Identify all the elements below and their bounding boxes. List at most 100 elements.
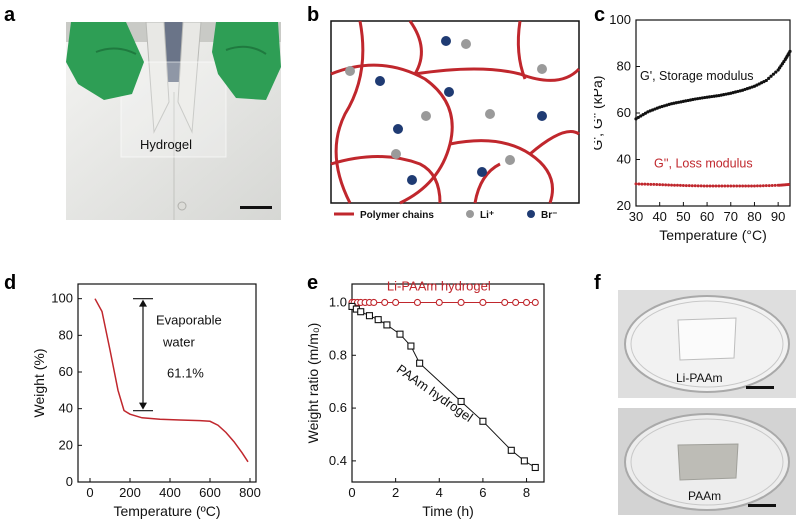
storage-modulus-point [707, 95, 712, 99]
paam-point [374, 316, 382, 324]
loss-modulus-point [773, 183, 777, 187]
panel-label-f: f [594, 272, 601, 294]
loss-modulus-point [720, 184, 724, 188]
li-ions [345, 39, 547, 165]
annotation-evaporable: Evaporable [156, 312, 222, 327]
paam-point [531, 463, 539, 472]
loss-modulus-point [696, 184, 700, 188]
storage-modulus-point [755, 83, 759, 87]
y-tick-label: 0.6 [329, 400, 347, 415]
panel-label-c: c [594, 4, 606, 26]
y-tick-label: 1.0 [329, 294, 347, 309]
storage-modulus-point [726, 92, 730, 96]
storage-modulus-point [710, 94, 714, 99]
x-tick-label: 70 [724, 209, 738, 224]
paam-point [396, 330, 404, 338]
storage-modulus-point [788, 49, 792, 53]
loss-modulus-point [708, 184, 712, 188]
paam-point [383, 321, 391, 329]
storage-modulus-point [674, 101, 678, 105]
x-tick-label: 80 [747, 209, 761, 224]
li-paam-point [370, 298, 378, 307]
loss-modulus-point [723, 184, 727, 188]
panel-f-photos: Li-PAAm PAAm [618, 290, 796, 515]
x-tick-label: 0 [86, 485, 93, 500]
storage-modulus-point [681, 99, 685, 103]
panel-label-d: d [4, 272, 17, 294]
loss-modulus-point [758, 184, 762, 188]
loss-modulus-point [658, 183, 662, 187]
scale-bar-bottom [748, 504, 776, 507]
loss-modulus-point [767, 184, 771, 188]
loss-modulus-point [729, 184, 733, 188]
storage-modulus-point [719, 93, 723, 97]
storage-modulus-point [705, 95, 709, 99]
legend-li: Li⁺ [480, 210, 494, 221]
storage-modulus-point [717, 93, 721, 98]
paam-series-label: PAAm hydrogel [394, 361, 476, 425]
paam-point [457, 397, 465, 406]
loss-modulus-point [726, 184, 730, 188]
x-tick-label: 30 [629, 209, 643, 224]
storage-modulus-point [677, 100, 681, 104]
storage-modulus-point [686, 98, 690, 103]
paam-point [479, 417, 487, 425]
y-tick-label: 100 [609, 12, 631, 27]
loss-modulus-point [670, 183, 674, 187]
schematic-legend: Polymer chains Li⁺ Br⁻ [334, 210, 557, 221]
polymer-chain-network [330, 20, 581, 205]
arrow-head-down [139, 402, 147, 410]
right-glove [212, 22, 281, 100]
li-paam-point [522, 298, 531, 307]
x-tick-label: 0 [348, 485, 355, 500]
annotation-value: 61.1% [167, 366, 204, 381]
plot-frame [635, 19, 791, 207]
loss-modulus-point [661, 183, 665, 187]
storage-modulus-point [634, 117, 638, 121]
loss-modulus-point [747, 184, 751, 188]
storage-modulus-point [693, 97, 697, 101]
x-tick-label: 800 [239, 485, 261, 500]
loss-modulus-point [649, 182, 653, 186]
loss-modulus-point [690, 184, 694, 188]
loss-modulus-point [741, 184, 745, 188]
y-tick-label: 0.4 [329, 453, 347, 468]
panel-label-b: b [307, 4, 320, 26]
storage-modulus-point [767, 76, 771, 80]
paam-point [416, 359, 424, 367]
storage-modulus-point [684, 99, 688, 103]
storage-modulus-point [762, 80, 766, 84]
panel-b-schematic: Polymer chains Li⁺ Br⁻ [330, 20, 581, 221]
paam-point [520, 457, 528, 465]
paam-label: PAAm [688, 489, 721, 503]
x-tick-label: 6 [479, 485, 486, 500]
loss-modulus-point [678, 183, 682, 187]
x-tick-label: 40 [652, 209, 666, 224]
storage-modulus-point [669, 102, 674, 106]
y-tick-label: 20 [617, 198, 631, 213]
x-tick-label: 400 [159, 485, 181, 500]
y-tick-label: 40 [617, 152, 631, 167]
loss-modulus-point [761, 184, 765, 188]
storage-modulus-point [679, 100, 683, 104]
loss-modulus-point [652, 182, 656, 186]
loss-modulus-point [684, 184, 688, 188]
loss-modulus-point [705, 184, 709, 188]
storage-modulus-point [722, 93, 726, 97]
loss-modulus-point [735, 184, 739, 188]
loss-modulus-point [693, 184, 697, 188]
y-tick-label: 80 [59, 327, 73, 342]
y-axis-label: Weight ratio (m/m₀) [305, 323, 321, 444]
loss-modulus-point [738, 184, 742, 188]
scale-bar [240, 206, 272, 209]
storage-modulus-point [714, 94, 719, 98]
loss-modulus-point [634, 182, 638, 186]
loss-modulus-point [732, 184, 736, 188]
storage-modulus-point [700, 96, 704, 100]
paam-sample [677, 443, 739, 481]
y-axis-label: G', G'' (kPa) [594, 76, 605, 151]
y-tick-label: 40 [59, 401, 73, 416]
loss-modulus-point [755, 184, 759, 188]
storage-modulus-point [688, 98, 693, 102]
x-tick-label: 600 [199, 485, 221, 500]
